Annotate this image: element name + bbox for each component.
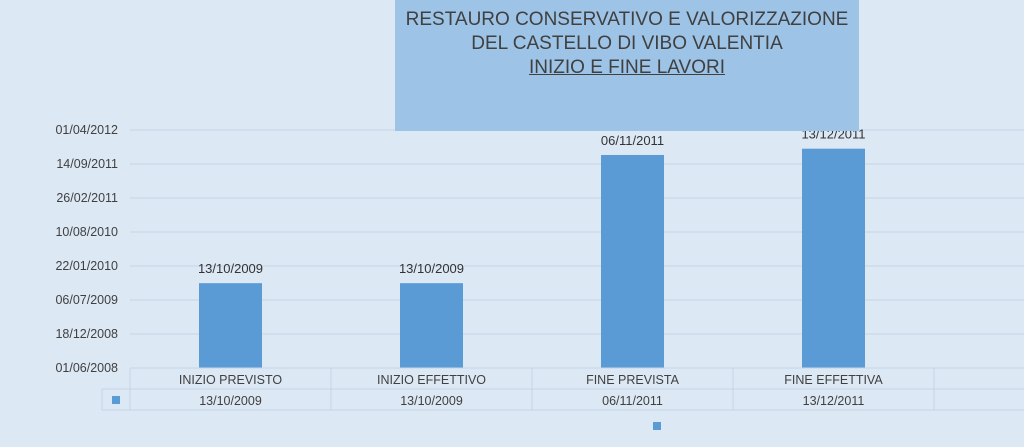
table-category-label: INIZIO PREVISTO	[179, 373, 283, 387]
y-tick-label: 01/06/2008	[55, 361, 118, 375]
bar	[601, 154, 664, 368]
y-tick-label: 01/04/2012	[55, 123, 118, 137]
table-category-label: INIZIO EFFETTIVO	[377, 373, 486, 387]
table-category-label: FINE EFFETTIVA	[784, 373, 883, 387]
data-label: 06/11/2011	[601, 133, 664, 148]
y-tick-label: 18/12/2008	[55, 327, 118, 341]
bar	[199, 283, 262, 368]
y-tick-label: 10/08/2010	[55, 225, 118, 239]
bar	[400, 283, 463, 368]
table-value-label: 13/10/2009	[400, 394, 463, 408]
y-tick-label: 22/01/2010	[55, 259, 118, 273]
legend-key	[653, 422, 661, 430]
table-value-label: 13/10/2009	[199, 394, 262, 408]
y-tick-label: 26/02/2011	[56, 191, 118, 205]
chart-title-line-1: RESTAURO CONSERVATIVO E VALORIZZAZIONE	[405, 9, 849, 30]
table-category-label: FINE PREVISTA	[586, 373, 680, 387]
chart-title-box: RESTAURO CONSERVATIVO E VALORIZZAZIONE D…	[395, 0, 859, 131]
data-label: 13/10/2009	[198, 261, 263, 276]
chart-title-line-3: INIZIO E FINE LAVORI	[528, 57, 725, 78]
data-label: 13/10/2009	[399, 261, 464, 276]
table-value-label: 13/12/2011	[803, 394, 865, 408]
chart-title-line-2: DEL CASTELLO DI VIBO VALENTIA	[471, 33, 783, 54]
y-tick-label: 14/09/2011	[56, 157, 118, 171]
y-tick-label: 06/07/2009	[55, 293, 118, 307]
table-value-label: 06/11/2011	[602, 394, 663, 408]
bar	[802, 148, 865, 368]
legend-key	[112, 396, 120, 404]
